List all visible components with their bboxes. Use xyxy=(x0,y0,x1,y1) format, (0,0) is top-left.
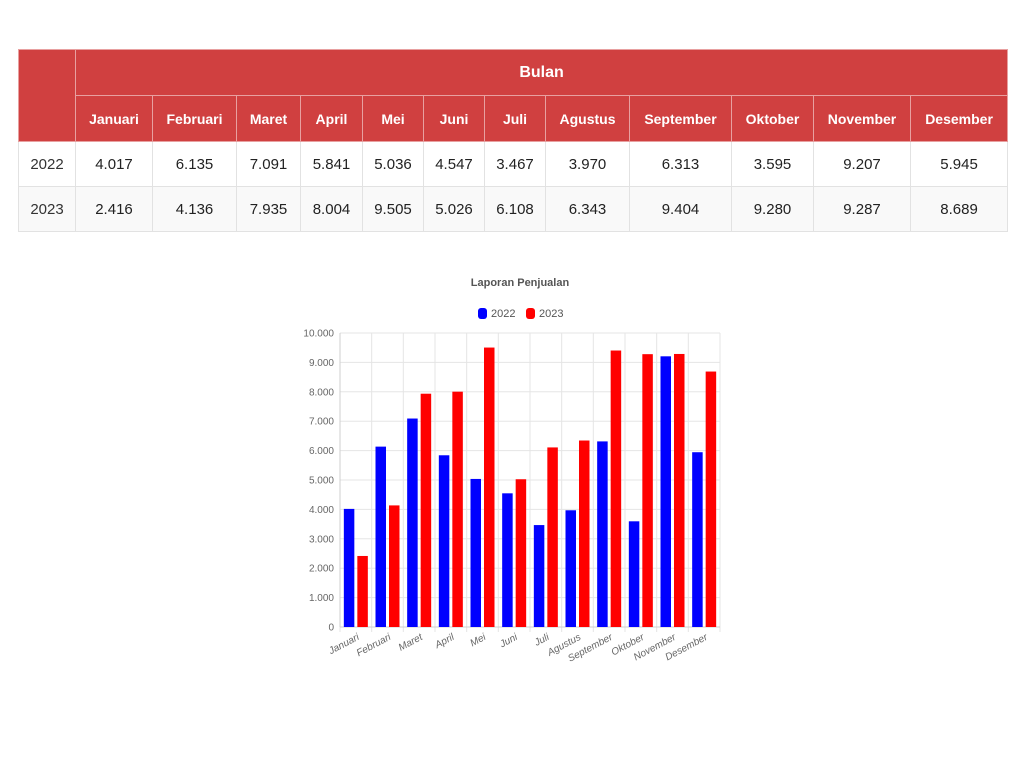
y-tick-label: 1.000 xyxy=(309,593,334,604)
y-tick-label: 2.000 xyxy=(309,564,334,575)
bar-2022-agustus xyxy=(565,510,576,627)
value-cell: 6.135 xyxy=(152,141,237,187)
y-tick-label: 7.000 xyxy=(309,417,334,428)
value-cell: 5.945 xyxy=(909,141,1009,187)
table-row: 2022 4.017 6.135 7.091 5.841 5.036 4.547 3.467 3… xyxy=(18,141,1009,187)
value-cell: 3.595 xyxy=(731,141,814,187)
y-tick-label: 9.000 xyxy=(309,358,334,369)
bar-2022-november xyxy=(660,356,671,627)
month-header-mei: Mei xyxy=(362,95,424,142)
bar-2022-juli xyxy=(533,525,545,627)
x-tick-label: Juni xyxy=(497,632,520,651)
month-header-agustus: Agustus xyxy=(545,95,630,142)
y-tick-label: 8.000 xyxy=(309,387,334,398)
chart-svg: Laporan Penjualan 2022 2023 0 1.000 2.000 3.00… xyxy=(303,277,721,665)
year-cell: 2023 xyxy=(18,186,76,232)
bar-2022-desember xyxy=(692,452,703,627)
value-cell: 5.026 xyxy=(423,186,485,232)
y-tick-label: 6.000 xyxy=(309,446,334,457)
value-cell: 9.404 xyxy=(629,186,732,232)
bar-2022-april xyxy=(438,455,450,627)
y-tick-label: 4.000 xyxy=(309,505,334,516)
month-header-september: September xyxy=(629,95,732,142)
value-cell: 4.136 xyxy=(152,186,237,232)
month-header-desember: Desember xyxy=(909,95,1009,142)
table-group-header-row: Bulan xyxy=(18,49,1009,142)
y-tick-label: 0 xyxy=(328,623,334,634)
chart-title: Laporan Penjualan xyxy=(471,277,570,289)
legend-label-2023: 2023 xyxy=(539,308,563,320)
bar-2023-desember xyxy=(705,371,717,627)
bar-2022-januari xyxy=(343,508,355,627)
bar-2023-april xyxy=(452,391,463,627)
sales-table: Bulan Januari Februari Maret April Mei Juni Ju… xyxy=(18,49,1009,232)
bar-2022-oktober xyxy=(628,521,640,627)
value-cell: 9.287 xyxy=(813,186,911,232)
value-cell: 5.841 xyxy=(300,141,363,187)
y-tick-label: 5.000 xyxy=(309,476,334,487)
month-header-november: November xyxy=(813,95,911,142)
value-cell: 4.017 xyxy=(75,141,153,187)
table-row: 2023 2.416 4.136 7.935 8.004 9.505 5.026 6.108 6… xyxy=(18,186,1009,232)
bar-2023-mei xyxy=(484,347,495,627)
value-cell: 4.547 xyxy=(423,141,485,187)
bar-2022-mei xyxy=(470,478,481,627)
x-tick-label: Maret xyxy=(397,631,426,653)
month-header-januari: Januari xyxy=(75,95,153,142)
value-cell: 7.935 xyxy=(236,186,301,232)
value-cell: 6.313 xyxy=(629,141,732,187)
table-group-header: Bulan xyxy=(74,49,1009,96)
month-header-juni: Juni xyxy=(423,95,485,142)
value-cell: 8.689 xyxy=(909,186,1009,232)
value-cell: 8.004 xyxy=(300,186,363,232)
value-cell: 9.280 xyxy=(731,186,814,232)
bar-2023-november xyxy=(674,353,685,627)
bar-2022-maret xyxy=(407,418,418,627)
value-cell: 9.207 xyxy=(813,141,911,187)
x-tick-label: April xyxy=(433,632,457,652)
value-cell: 5.036 xyxy=(362,141,424,187)
table-corner-cell xyxy=(18,49,76,142)
month-header-oktober: Oktober xyxy=(731,95,814,142)
x-tick-label: Mei xyxy=(469,632,489,650)
x-tick-label: Februari xyxy=(355,632,394,660)
value-cell: 7.091 xyxy=(236,141,301,187)
legend-swatch-2023 xyxy=(526,308,535,319)
sales-chart: Laporan Penjualan 2022 2023 0 1.000 2.000 3.00… xyxy=(290,262,730,682)
legend-label-2022: 2022 xyxy=(491,308,515,320)
table-month-header-row: Januari Februari Maret April Mei Juni Juli Agus… xyxy=(19,95,1009,142)
month-header-april: April xyxy=(300,95,363,142)
bar-2023-juni xyxy=(515,479,527,627)
value-cell: 3.467 xyxy=(484,141,546,187)
bar-2022-juni xyxy=(502,493,513,627)
bar-2023-agustus xyxy=(579,440,590,627)
bar-2023-januari xyxy=(357,555,368,627)
value-cell: 9.505 xyxy=(362,186,424,232)
bar-2022-september xyxy=(597,441,608,627)
month-header-juli: Juli xyxy=(484,95,546,142)
y-tick-label: 10.000 xyxy=(303,329,334,340)
value-cell: 6.343 xyxy=(545,186,630,232)
bar-2023-maret xyxy=(420,393,432,627)
month-header-maret: Maret xyxy=(236,95,301,142)
month-header-februari: Februari xyxy=(152,95,237,142)
y-tick-label: 3.000 xyxy=(309,534,334,545)
bar-2023-februari xyxy=(389,505,400,627)
value-cell: 3.970 xyxy=(545,141,630,187)
bar-2022-februari xyxy=(375,446,386,627)
year-cell: 2022 xyxy=(18,141,76,187)
table-body: 2022 4.017 6.135 7.091 5.841 5.036 4.547 3.467 3… xyxy=(18,141,1009,232)
value-cell: 6.108 xyxy=(484,186,546,232)
value-cell: 2.416 xyxy=(75,186,153,232)
bar-2023-juli xyxy=(547,447,558,627)
legend-swatch-2022 xyxy=(478,308,487,319)
bar-2023-september xyxy=(610,350,622,627)
bar-2023-oktober xyxy=(642,354,653,627)
